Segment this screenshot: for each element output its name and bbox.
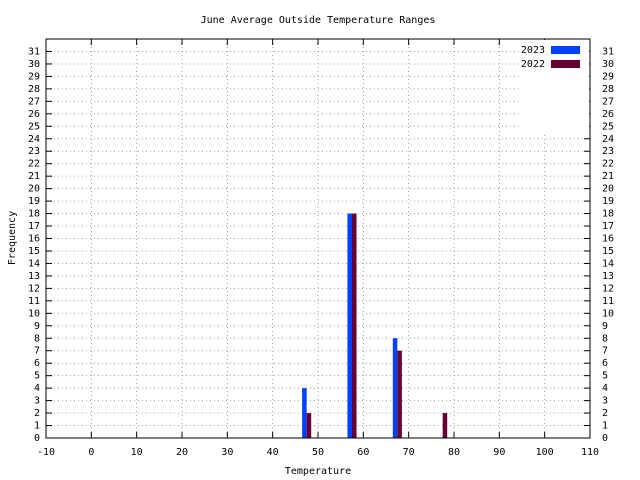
y-tick-label: 26: [28, 109, 40, 120]
y-tick-label: 17: [28, 221, 40, 232]
legend-swatch: [551, 60, 580, 68]
y2-tick-label: 12: [602, 283, 614, 294]
y-tick-label: 6: [34, 358, 40, 369]
y-tick-label: 4: [34, 383, 40, 394]
y2-tick-label: 17: [602, 221, 614, 232]
y-tick-label: 2: [34, 408, 40, 419]
y2-tick-label: 7: [602, 346, 608, 357]
y2-tick-label: 26: [602, 109, 614, 120]
x-tick-label: 20: [176, 447, 188, 458]
y2-tick-label: 4: [602, 383, 608, 394]
bar: [302, 388, 307, 438]
y-tick-label: 10: [28, 308, 40, 319]
chart-title: June Average Outside Temperature Ranges: [201, 15, 436, 26]
y2-tick-label: 5: [602, 371, 608, 382]
y-tick-label: 30: [28, 59, 40, 70]
x-tick-label: 100: [536, 447, 554, 458]
y-tick-label: 8: [34, 333, 40, 344]
y2-tick-label: 30: [602, 59, 614, 70]
y2-tick-label: 24: [602, 134, 614, 145]
y2-tick-label: 31: [602, 46, 614, 57]
y2-tick-label: 0: [602, 433, 608, 444]
y2-tick-label: 22: [602, 159, 614, 170]
x-tick-label: 80: [448, 447, 460, 458]
y2-tick-label: 6: [602, 358, 608, 369]
x-tick-label: 10: [131, 447, 143, 458]
y-tick-label: 7: [34, 346, 40, 357]
bar: [352, 213, 357, 438]
x-tick-label: 30: [221, 447, 233, 458]
y-axis-label: Frequency: [7, 211, 18, 265]
y-tick-label: 20: [28, 184, 40, 195]
y2-tick-label: 2: [602, 408, 608, 419]
bar: [397, 350, 402, 438]
y2-tick-label: 14: [602, 258, 614, 269]
y-tick-label: 0: [34, 433, 40, 444]
y-tick-label: 5: [34, 371, 40, 382]
y-tick-label: 3: [34, 396, 40, 407]
y-tick-label: 14: [28, 258, 40, 269]
x-tick-label: 90: [493, 447, 505, 458]
legend-background: [519, 40, 589, 132]
x-axis-label: Temperature: [285, 466, 351, 477]
y-tick-label: 11: [28, 296, 40, 307]
legend-label: 2022: [521, 59, 545, 70]
x-tick-label: 0: [88, 447, 94, 458]
y2-tick-label: 18: [602, 209, 614, 220]
y2-tick-label: 3: [602, 396, 608, 407]
y2-tick-label: 27: [602, 96, 614, 107]
x-tick-label: -10: [37, 447, 55, 458]
bar: [392, 338, 398, 438]
y2-tick-label: 19: [602, 196, 614, 207]
y2-tick-label: 10: [602, 308, 614, 319]
bar: [306, 413, 312, 438]
y2-tick-label: 11: [602, 296, 614, 307]
y-tick-label: 31: [28, 46, 40, 57]
bar: [442, 413, 448, 438]
y2-tick-label: 29: [602, 71, 614, 82]
y2-tick-label: 28: [602, 84, 614, 95]
y-tick-label: 19: [28, 196, 40, 207]
y-tick-label: 23: [28, 146, 40, 157]
x-tick-label: 110: [581, 447, 599, 458]
y-tick-label: 28: [28, 84, 40, 95]
y-tick-label: 13: [28, 271, 40, 282]
y2-tick-label: 20: [602, 184, 614, 195]
y2-tick-label: 9: [602, 321, 608, 332]
y2-tick-label: 8: [602, 333, 608, 344]
plot-border: [45, 38, 591, 439]
y2-tick-label: 1: [602, 421, 608, 432]
y-tick-label: 9: [34, 321, 40, 332]
legend-swatch: [551, 46, 580, 54]
y2-tick-label: 25: [602, 121, 614, 132]
y2-tick-label: 15: [602, 246, 614, 257]
y2-tick-label: 16: [602, 234, 614, 245]
y-tick-label: 29: [28, 71, 40, 82]
y-tick-label: 18: [28, 209, 40, 220]
y2-tick-label: 21: [602, 171, 614, 182]
y-tick-label: 24: [28, 134, 40, 145]
y-tick-label: 15: [28, 246, 40, 257]
y-tick-label: 1: [34, 421, 40, 432]
legend-label: 2023: [521, 45, 545, 56]
y-tick-label: 12: [28, 283, 40, 294]
x-tick-label: 60: [357, 447, 369, 458]
x-tick-label: 70: [403, 447, 415, 458]
y-tick-label: 25: [28, 121, 40, 132]
y-tick-label: 22: [28, 159, 40, 170]
bar: [347, 213, 352, 438]
x-tick-label: 40: [267, 447, 279, 458]
y-tick-label: 16: [28, 234, 40, 245]
y-tick-label: 21: [28, 171, 40, 182]
x-tick-label: 50: [312, 447, 324, 458]
y2-tick-label: 13: [602, 271, 614, 282]
y2-tick-label: 23: [602, 146, 614, 157]
y-tick-label: 27: [28, 96, 40, 107]
